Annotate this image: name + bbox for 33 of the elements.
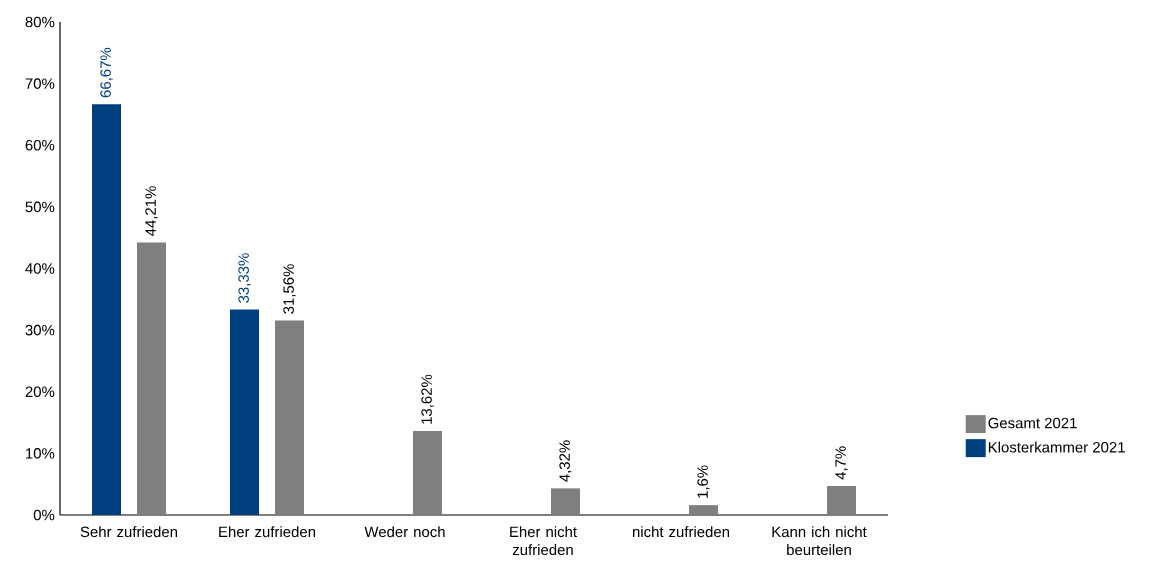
bar xyxy=(92,104,121,515)
legend-label: Klosterkammer 2021 xyxy=(988,441,1125,453)
data-label: 4,7% xyxy=(835,446,848,480)
data-label: 13,62% xyxy=(421,374,434,424)
bar xyxy=(137,242,166,515)
y-tick-label: 30% xyxy=(25,324,55,336)
bar xyxy=(413,431,442,515)
legend-label: Gesamt 2021 xyxy=(988,417,1077,429)
y-tick-label: 60% xyxy=(25,139,55,151)
x-tick-label: Weder noch xyxy=(364,526,445,538)
y-tick-label: 0% xyxy=(33,509,55,521)
x-tick-label: nicht zufrieden xyxy=(632,526,730,538)
y-tick-label: 40% xyxy=(25,263,55,274)
y-tick-label: 20% xyxy=(25,386,55,398)
x-tick-label: Kann ich nicht beurteilen xyxy=(772,526,867,556)
y-tick-label: 80% xyxy=(25,16,55,28)
y-tick-label: 50% xyxy=(25,201,55,213)
x-tick-label: Eher nicht zufrieden xyxy=(510,526,577,556)
y-tick-label: 70% xyxy=(25,78,55,89)
x-tick-label: Eher zufrieden xyxy=(219,526,316,538)
data-label: 33,33% xyxy=(238,253,251,303)
bar xyxy=(230,309,259,515)
x-tick-label: Sehr zufrieden xyxy=(80,526,178,538)
bar xyxy=(275,320,304,515)
data-label: 44,21% xyxy=(145,186,158,237)
bar xyxy=(551,488,580,515)
data-label: 66,67% xyxy=(100,47,113,98)
data-label: 1,6% xyxy=(697,465,710,498)
data-label: 4,32% xyxy=(559,440,572,482)
y-tick-label: 10% xyxy=(26,448,55,459)
bar xyxy=(689,505,718,515)
data-label: 31,56% xyxy=(283,264,296,314)
bar xyxy=(827,486,856,515)
